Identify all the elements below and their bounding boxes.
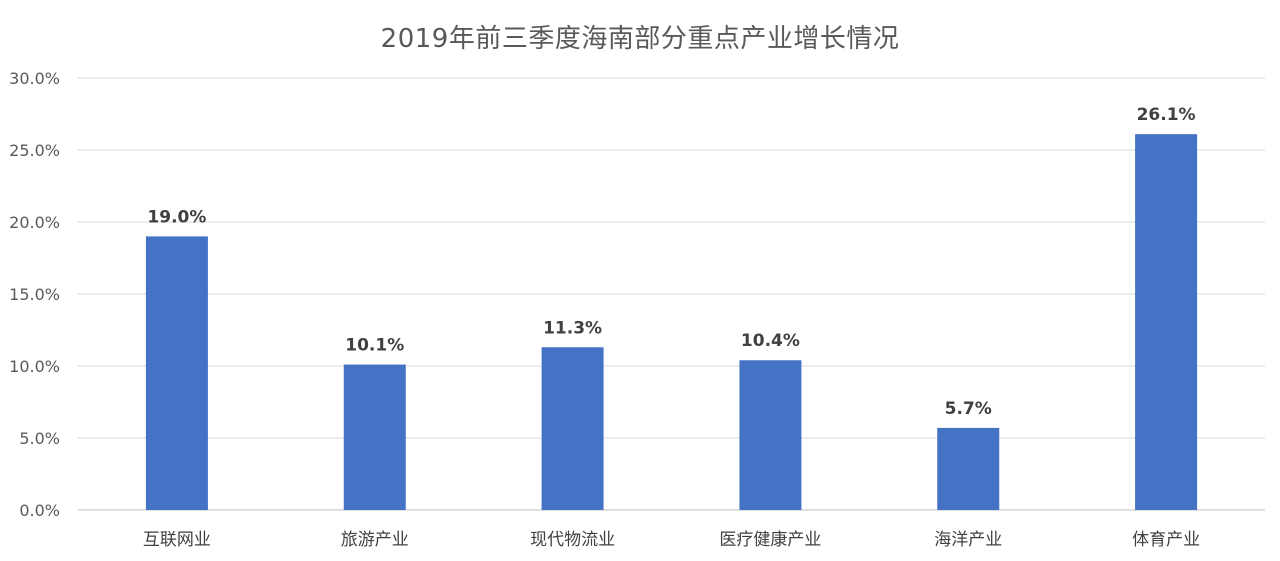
chart-title: 2019年前三季度海南部分重点产业增长情况 [380,24,900,54]
y-tick-label: 25.0% [9,141,60,160]
y-tick-label: 20.0% [9,213,60,232]
x-tick-label: 体育产业 [1132,530,1200,550]
y-tick-label: 5.0% [19,429,60,448]
data-label: 5.7% [945,399,992,419]
data-label: 10.4% [741,331,800,351]
x-tick-label: 医疗健康产业 [719,530,821,550]
x-tick-label: 互联网业 [143,530,211,550]
data-label: 26.1% [1137,105,1196,125]
bar [541,347,604,510]
x-tick-label: 旅游产业 [341,530,409,550]
x-tick-label: 现代物流业 [530,530,615,550]
y-tick-label: 15.0% [9,285,60,304]
bar [739,360,802,510]
y-tick-label: 0.0% [19,501,60,520]
bar [1135,134,1198,510]
bar [937,427,1000,510]
y-tick-label: 30.0% [9,69,60,88]
data-label: 11.3% [543,318,602,338]
bar [343,364,406,510]
x-tick-label: 海洋产业 [934,530,1002,550]
data-label: 10.1% [345,336,404,356]
data-label: 19.0% [147,207,206,227]
bar [145,236,208,510]
y-tick-label: 10.0% [9,357,60,376]
